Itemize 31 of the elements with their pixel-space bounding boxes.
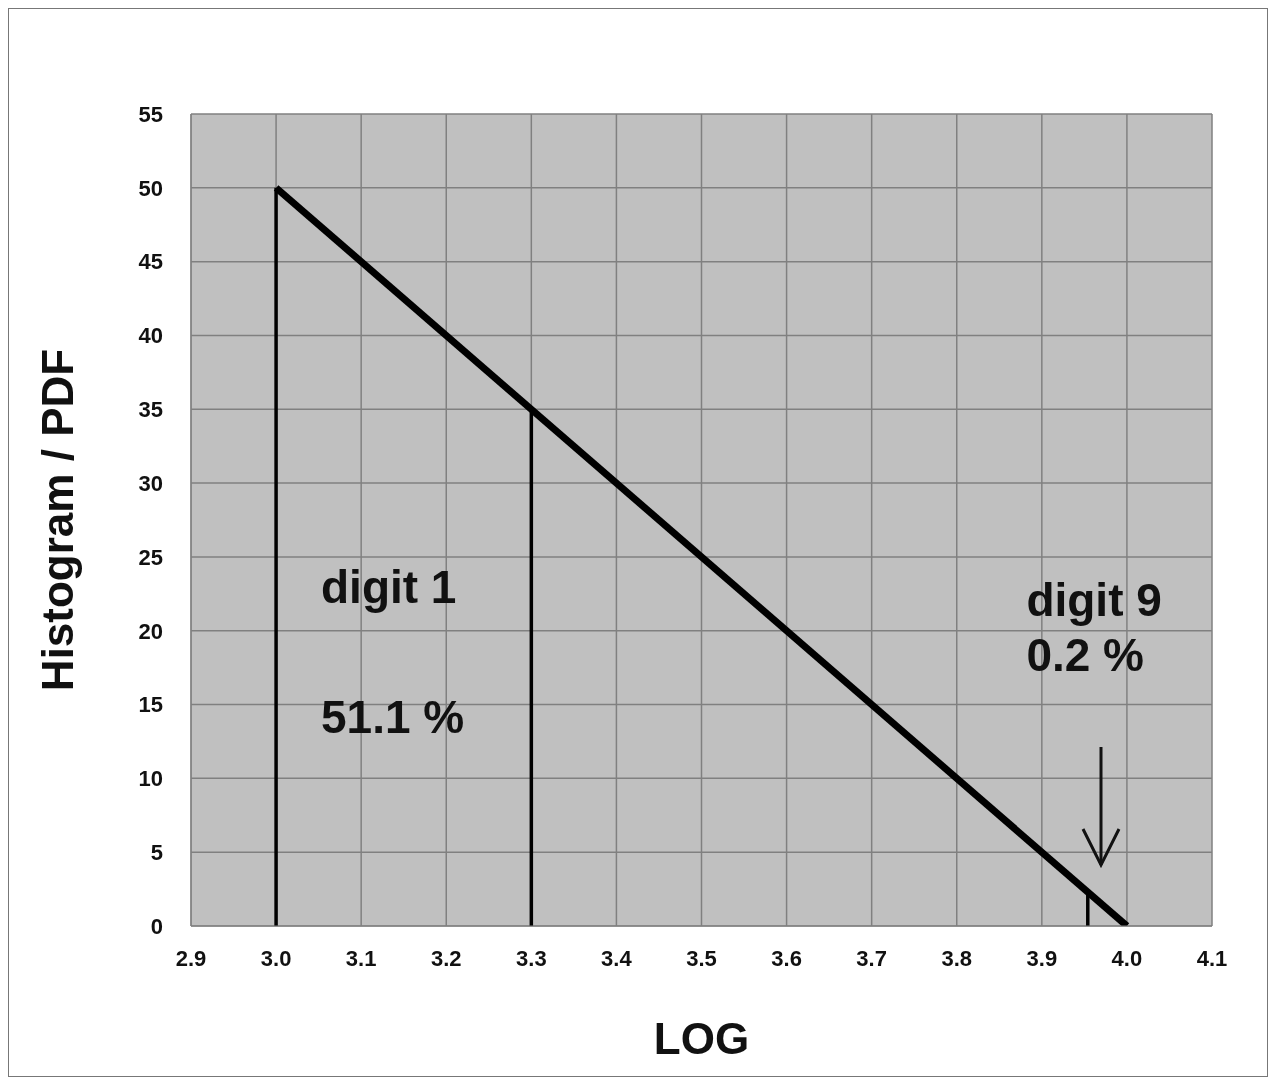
annotation: digit 9: [1026, 573, 1162, 626]
y-tick-label: 45: [138, 249, 163, 275]
annotation: 0.2 %: [1026, 628, 1145, 681]
x-tick-label: 3.1: [345, 945, 377, 971]
x-tick-label: 3.8: [941, 945, 973, 971]
x-tick-label: 3.2: [430, 945, 462, 971]
y-axis-title: Histogram / PDF: [32, 348, 82, 692]
x-tick-label: 3.7: [856, 945, 887, 971]
y-tick-label: 20: [138, 618, 163, 644]
annotation: 51.1 %: [321, 691, 465, 743]
y-tick-label: 25: [138, 544, 163, 570]
x-tick-label: 3.0: [260, 945, 292, 971]
y-tick-label: 30: [138, 470, 163, 496]
x-tick-label: 3.6: [771, 945, 802, 971]
x-axis-title: LOG: [653, 1014, 750, 1063]
x-tick-label: 3.4: [601, 945, 633, 971]
x-tick-label: 2.9: [175, 945, 207, 971]
y-tick-label: 5: [150, 839, 163, 865]
y-tick-label: 15: [138, 692, 163, 718]
y-tick-label: 55: [138, 101, 163, 127]
y-tick-label: 0: [150, 913, 163, 939]
y-tick-label: 10: [138, 766, 163, 792]
x-tick-label: 3.3: [516, 945, 547, 971]
x-tick-label: 4.0: [1111, 945, 1143, 971]
y-tick-label: 50: [138, 175, 163, 201]
x-tick-label: 3.9: [1026, 945, 1058, 971]
annotation: digit 1: [321, 561, 457, 613]
x-tick-label: 3.5: [686, 945, 717, 971]
y-tick-label: 35: [138, 397, 163, 423]
y-tick-label: 40: [138, 323, 163, 349]
x-tick-label: 4.1: [1196, 945, 1228, 971]
